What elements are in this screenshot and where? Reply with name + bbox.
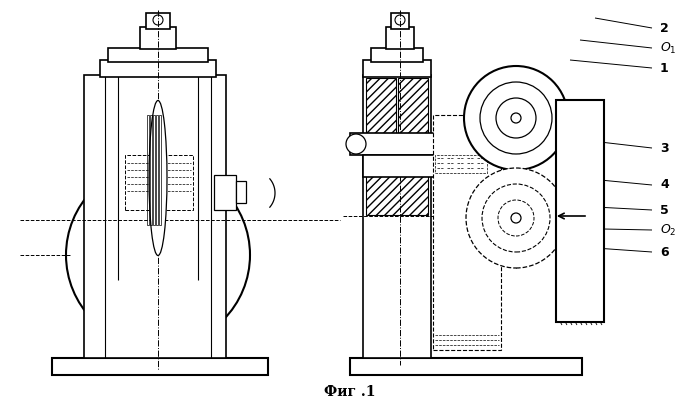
Bar [140,27,176,49]
Text: $O_2$: $O_2$ [660,223,677,238]
Text: Фиг .1: Фиг .1 [324,385,376,399]
Bar [391,13,409,29]
Bar [100,60,216,77]
Bar [156,115,158,225]
Text: 5: 5 [660,204,669,217]
Bar [386,27,414,49]
Bar [214,175,236,210]
Circle shape [511,213,521,223]
Bar [125,155,193,210]
Bar [84,75,226,358]
Text: 1: 1 [660,61,669,74]
Circle shape [466,168,566,268]
Circle shape [66,163,250,347]
Bar [363,155,518,177]
Bar [398,78,428,133]
Bar [363,60,431,77]
Bar [366,78,396,133]
Text: 6: 6 [660,245,669,258]
Text: $O_1$: $O_1$ [660,40,677,55]
Bar [153,115,155,225]
Bar [363,75,431,358]
Bar [159,115,161,225]
Circle shape [511,113,521,123]
Bar [556,100,604,322]
Bar [236,181,246,203]
Bar [435,155,487,173]
Bar [52,358,268,375]
Bar [433,115,501,350]
Bar [146,13,170,29]
Circle shape [482,184,550,252]
Circle shape [480,82,552,154]
Bar [350,358,582,375]
Circle shape [496,98,536,138]
Ellipse shape [149,101,167,256]
Bar [147,115,149,225]
Text: 3: 3 [660,142,669,155]
Bar [366,175,428,215]
Circle shape [464,66,568,170]
Bar [350,133,532,155]
Bar [108,48,208,62]
Bar [150,115,152,225]
Circle shape [498,200,534,236]
Text: 4: 4 [660,179,669,192]
Bar [371,48,423,62]
Circle shape [346,134,366,154]
Text: 2: 2 [660,22,669,35]
